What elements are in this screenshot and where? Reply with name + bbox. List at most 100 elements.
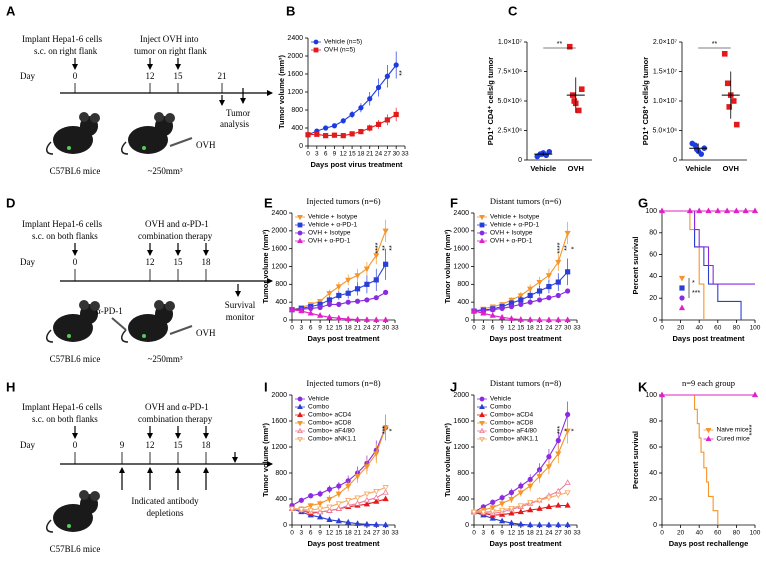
data-point	[340, 133, 346, 139]
x-tick-label: 18	[345, 530, 353, 537]
legend-label: Combo	[490, 404, 511, 411]
data-point	[373, 295, 379, 301]
legend-label: OVH (n=5)	[324, 47, 355, 54]
syringe	[169, 137, 193, 147]
x-tick-label: 27	[555, 530, 563, 537]
data-point	[326, 516, 333, 522]
x-tick-label: 9	[333, 151, 337, 158]
legend-label: Vehicle	[490, 396, 511, 403]
significance: ****	[375, 242, 382, 253]
legend-label: Vehicle + Isotype	[490, 214, 540, 221]
y-tick-label: 0	[283, 522, 287, 529]
size-label: ~250mm³	[147, 166, 182, 176]
y-tick-label: 2400	[271, 210, 287, 217]
x-tick-label: 60	[714, 325, 722, 332]
data-point	[658, 207, 666, 214]
x-tick-label: 33	[573, 325, 581, 332]
significance: ***	[382, 426, 389, 434]
data-point	[363, 500, 371, 507]
y-tick-label: 2000	[271, 228, 287, 235]
data-point	[726, 104, 733, 110]
day: 0	[73, 440, 78, 450]
data-point	[545, 464, 553, 470]
data-point	[316, 506, 324, 513]
data-point	[751, 207, 759, 214]
chart-title: Distant tumors (n=6)	[490, 196, 562, 206]
data-point	[354, 316, 361, 322]
y-tick-label: 60	[649, 444, 657, 451]
data-point	[536, 279, 543, 286]
x-tick-label: 0	[660, 530, 664, 537]
data-point	[373, 498, 380, 504]
data-point	[536, 316, 543, 323]
data-point	[489, 505, 496, 511]
y-tick-label: 1.5×10⁷	[653, 68, 678, 75]
data-point	[724, 207, 731, 214]
legend-label: Combo+ aNK1.1	[308, 436, 357, 443]
data-point	[545, 316, 553, 323]
step-text: s.c. on both flanks	[32, 414, 98, 424]
x-tick-label: 0	[472, 530, 476, 537]
data-point	[508, 315, 515, 321]
data-point	[470, 307, 478, 314]
data-point	[555, 259, 562, 266]
data-point	[326, 313, 333, 320]
y-tick-label: 2.5×10⁶	[498, 127, 523, 134]
day: 15	[174, 257, 184, 267]
x-axis-label: Days post rechallenge	[669, 539, 749, 548]
y-tick-label: 40	[649, 273, 657, 280]
data-point	[555, 279, 561, 285]
data-point	[384, 117, 390, 123]
strain-label: C57BL6 mice	[50, 166, 101, 176]
significance: ****	[557, 242, 564, 253]
y-tick-label: 5.0×10⁶	[653, 127, 678, 134]
panel-label: C	[508, 3, 518, 18]
data-point	[724, 80, 731, 87]
data-point	[578, 86, 585, 93]
y-axis-label: Tumor volume (mm³)	[261, 229, 270, 304]
data-point	[335, 505, 342, 511]
step-text: Tumor	[226, 108, 250, 118]
step-text: s.c. on right flank	[34, 46, 98, 56]
significance: *	[564, 428, 571, 431]
significance: **	[564, 245, 571, 251]
series-line	[473, 430, 569, 513]
x-tick-label: 3	[482, 530, 486, 537]
data-point	[721, 51, 728, 57]
x-tick-label: 15	[335, 325, 343, 332]
x-tick-label: 100	[750, 530, 761, 537]
y-tick-label: 2000	[287, 53, 303, 60]
data-point	[490, 499, 496, 505]
data-point	[382, 489, 389, 495]
data-point	[336, 301, 342, 307]
y-tick-label: 0	[673, 157, 677, 164]
data-point	[363, 266, 371, 273]
data-point	[536, 288, 543, 294]
data-point	[480, 509, 487, 516]
x-tick-label: 80	[733, 530, 741, 537]
x-tick-label: 27	[384, 151, 392, 158]
x-tick-label: Vehicle	[530, 164, 556, 173]
data-point	[308, 493, 314, 499]
data-point	[698, 151, 705, 157]
y-axis-label: Tumor volume (mm³)	[277, 54, 286, 129]
day: 15	[174, 71, 184, 81]
data-point	[714, 207, 721, 214]
y-tick-label: 0	[283, 317, 287, 324]
data-point	[527, 316, 534, 322]
day: 0	[73, 71, 78, 81]
legend-label: Combo+ aCD8	[308, 420, 352, 427]
virus-label: OVH	[196, 140, 216, 150]
x-tick-label: 33	[391, 530, 399, 537]
diagram-a: Implant Hepa1-6 cells s.c. on right flan…	[20, 34, 273, 176]
y-tick-label: 2400	[453, 210, 469, 217]
step-text: Indicated antibody	[131, 496, 199, 506]
legend-label: Combo+ aNK1.1	[490, 436, 539, 443]
x-axis-label: Days post virus treatment	[310, 160, 403, 169]
step-text: Inject OVH into	[140, 34, 199, 44]
x-tick-label: 12	[326, 530, 334, 537]
data-point	[383, 289, 389, 295]
day: 0	[73, 257, 78, 267]
x-tick-label: 0	[306, 151, 310, 158]
